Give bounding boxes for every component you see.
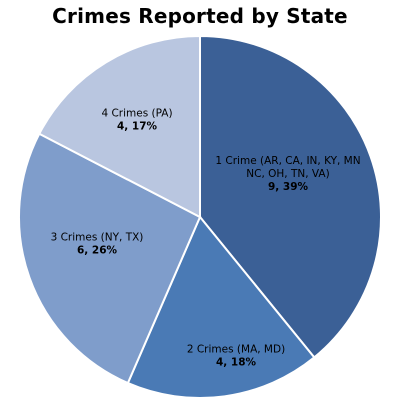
slice-2-label-line-1: 2 Crimes (MA, MD): [187, 344, 285, 356]
slice-4-label-line-1: 4 Crimes (PA): [101, 108, 172, 120]
slice-1-label-line-1: 1 Crime (AR, CA, IN, KY, MN: [215, 155, 360, 167]
slice-1-value-label: 9, 39%: [268, 181, 309, 193]
slice-2-value-label: 4, 18%: [216, 357, 257, 369]
slice-3-value-label: 6, 26%: [77, 245, 118, 257]
pie-slice-1: [199, 34, 382, 359]
pie-slice-3: [18, 132, 202, 385]
slice-3-label-line-1: 3 Crimes (NY, TX): [51, 232, 144, 244]
pie-slices: [18, 34, 382, 399]
slice-1-label-line-2: NC, OH, TN, VA): [246, 168, 329, 180]
slice-4-value-label: 4, 17%: [117, 121, 158, 133]
chart-title: Crimes Reported by State: [52, 4, 348, 28]
pie-slice-4: [37, 34, 201, 219]
pie-slice-2: [126, 215, 316, 399]
